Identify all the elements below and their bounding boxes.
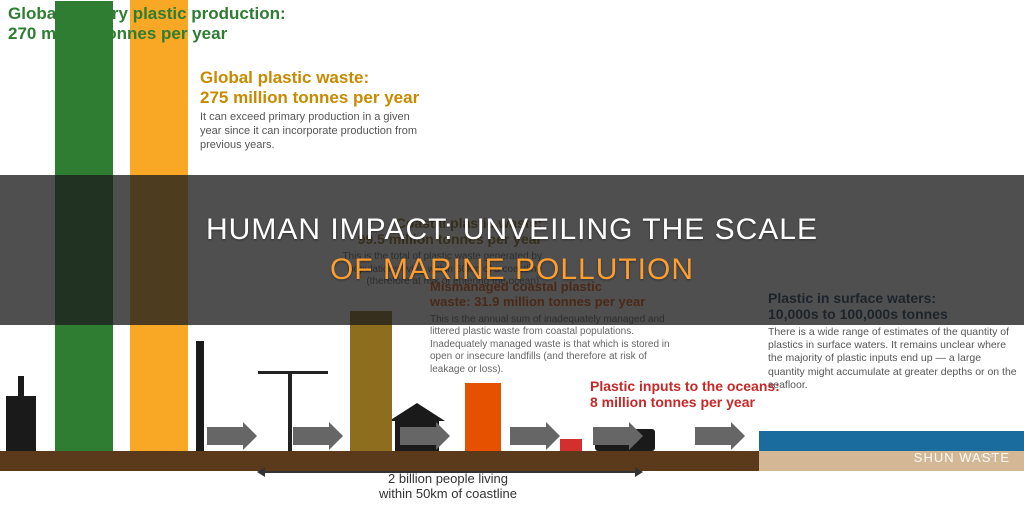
ocean-input-title: Plastic inputs to the oceans:: [590, 378, 780, 394]
label-production: Global primary plastic production: 270 m…: [8, 4, 286, 43]
ocean-input-value: 8 million tonnes per year: [590, 394, 755, 410]
overlay-line2: OF MARINE POLLUTION: [330, 253, 694, 286]
production-value: 270 million tonnes per year: [8, 24, 227, 43]
flow-arrow-icon: [207, 427, 243, 445]
waste-desc: It can exceed primary production in a gi…: [200, 111, 430, 152]
flow-arrow-icon: [293, 427, 329, 445]
flow-arrow-icon: [400, 427, 436, 445]
flow-arrow-icon: [510, 427, 546, 445]
surface-desc: There is a wide range of estimates of th…: [768, 326, 1018, 392]
waste-title: Global plastic waste:: [200, 68, 369, 87]
headline-overlay: HUMAN IMPACT: UNVEILING THE SCALE OF MAR…: [0, 175, 1024, 325]
coastline-label: 2 billion people living within 50km of c…: [278, 471, 618, 501]
bar-coastal: [350, 311, 392, 451]
label-ocean-input: Plastic inputs to the oceans: 8 million …: [590, 378, 780, 410]
flow-arrow-icon: [593, 427, 629, 445]
flow-arrow-icon: [695, 427, 731, 445]
bar-ocean-input: [560, 439, 582, 451]
watermark: SHUN WASTE: [914, 450, 1010, 465]
waste-value: 275 million tonnes per year: [200, 88, 419, 107]
label-waste: Global plastic waste: 275 million tonnes…: [200, 68, 430, 152]
bar-mismanaged: [465, 383, 501, 451]
production-title: Global primary plastic production:: [8, 4, 286, 23]
overlay-line1: HUMAN IMPACT: UNVEILING THE SCALE: [206, 213, 818, 246]
